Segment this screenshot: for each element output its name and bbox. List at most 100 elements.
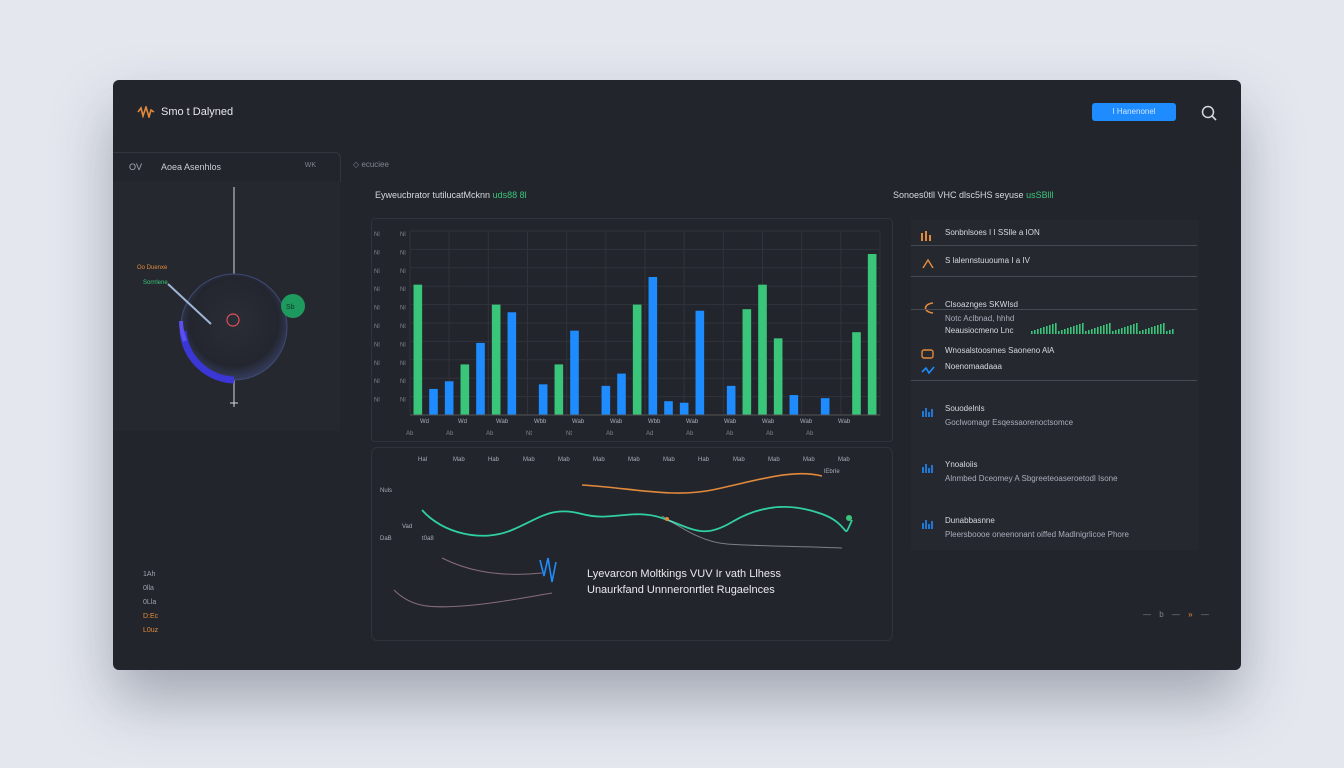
primary-action-button[interactable]: I Hanenonel — [1092, 103, 1176, 121]
y-tick-label: Nl — [400, 379, 406, 385]
chart-icon — [921, 231, 931, 241]
side-list-item[interactable]: 0lla — [143, 585, 154, 592]
line-x-label: Mab — [453, 457, 465, 463]
side-list-item[interactable]: L0uz — [143, 627, 159, 634]
spark-bar — [1043, 327, 1045, 334]
bar — [554, 364, 564, 415]
spark-bar — [1094, 328, 1096, 334]
search-icon[interactable] — [1200, 104, 1218, 122]
arrow-icon — [922, 258, 934, 269]
right-panel-title: Sonoes0tll VHC dlsc5HS seyuse usSBlll — [893, 190, 1054, 200]
caption-line-1: Lyevarcon Moltkings VUV Ir vath Llhess — [587, 568, 782, 580]
spark-bar — [1082, 323, 1084, 334]
x-tick-label: Wbb — [648, 419, 661, 425]
spark-bar — [1037, 329, 1039, 334]
svg-text:Sb: Sb — [286, 304, 295, 311]
spark-bar — [1154, 326, 1156, 334]
x-tick-label: Wab — [762, 419, 775, 425]
bar — [444, 381, 454, 415]
spark-bar — [1118, 329, 1120, 334]
dial-label-2: Sorrrlene — [143, 280, 168, 286]
x-tick-label-secondary: Ab — [726, 431, 734, 437]
right-title-text: Sonoes0tll VHC dlsc5HS seyuse — [893, 190, 1024, 200]
x-tick-label-secondary: Nt — [526, 431, 532, 437]
divider — [911, 245, 1197, 246]
line-chart: Hal Mab Hab Mab Mab Mab Mab Mab Hab Mab Mab Mab Mab N… — [371, 447, 893, 641]
main-header[interactable]: ◇ ecuciee — [353, 160, 389, 169]
pager-item[interactable]: — — [1200, 610, 1212, 619]
dial-graphic[interactable]: Sb Oo Duenxe Sorrrlene — [113, 181, 340, 431]
spark-bar — [1049, 325, 1051, 334]
line-x-label: Hab — [698, 457, 710, 463]
spark-bar — [1040, 328, 1042, 334]
pagination: — b — » — — [1143, 610, 1212, 619]
pager-next[interactable]: » — [1188, 610, 1196, 619]
x-tick-label: Wd — [458, 419, 467, 425]
spark-bar — [1169, 330, 1171, 334]
spark-bar — [1055, 323, 1057, 334]
bar — [789, 395, 799, 415]
list-item-subtitle: Pleersboooe oneenonant oiffed Madlnigrli… — [945, 530, 1129, 539]
bar — [429, 388, 438, 415]
wave-icon — [921, 366, 935, 375]
x-tick-label-secondary: Ab — [806, 431, 814, 437]
bar — [867, 254, 877, 415]
list-item-title: Wnosalstoosmes Saoneno AlA — [945, 346, 1055, 355]
spark-bar — [1061, 330, 1063, 334]
bar-chart: Nl Nl Nl Nl Nl Nl Nl Nl Nl Nl Nl Nl Nl Nl Nl Nl Nl Nl Nl Nl… — [371, 218, 893, 442]
x-tick-label-secondary: Ab — [766, 431, 774, 437]
y-tick-label: Nl — [400, 287, 406, 293]
side-list-item[interactable]: 0Lla — [143, 599, 157, 606]
y-tick-label: Nl — [374, 269, 380, 275]
spark-bar — [1079, 324, 1081, 334]
panel-header-title: Aoea Asenhlos — [161, 162, 222, 172]
line-x-label: Hal — [418, 457, 427, 463]
panel-header-meta[interactable]: WK — [304, 162, 316, 169]
right-title-accent: usSBlll — [1026, 190, 1054, 200]
signal-icon — [922, 464, 933, 473]
spark-bar — [1046, 326, 1048, 334]
spark-bar — [1034, 330, 1036, 334]
x-tick-label-secondary: Ab — [686, 431, 694, 437]
spark-bar — [1151, 327, 1153, 334]
y-tick-label: Nl — [374, 324, 380, 330]
spark-bar — [1091, 329, 1093, 334]
bar — [460, 364, 470, 415]
x-tick-label-secondary: Ab — [606, 431, 614, 437]
pager-item[interactable]: — — [1143, 610, 1154, 619]
line-x-label: Mab — [523, 457, 535, 463]
line-x-label: Mab — [558, 457, 570, 463]
bar — [726, 385, 736, 415]
side-list-item[interactable]: D:Ec — [143, 613, 159, 620]
bar — [648, 277, 658, 415]
y-tick-label: Nl — [374, 361, 380, 367]
spark-bar — [1070, 327, 1072, 334]
spark-bar — [1148, 328, 1150, 334]
bar — [773, 338, 783, 415]
y-tick-label: Nl — [400, 342, 406, 348]
caption-line-2: Unaurkfand Unnneronrtlet Rugaelnces — [587, 584, 775, 596]
spark-bar — [1100, 326, 1102, 334]
spark-bar — [1052, 324, 1054, 334]
x-tick-label: Wab — [686, 419, 699, 425]
x-tick-label-secondary: Ab — [406, 431, 414, 437]
spark-bar — [1109, 323, 1111, 334]
line-chart-svg: Hal Mab Hab Mab Mab Mab Mab Mab Hab Mab Mab Mab Mab N… — [380, 457, 853, 608]
spark-bar — [1121, 328, 1123, 334]
x-tick-label: Wab — [496, 419, 509, 425]
bar — [413, 284, 423, 415]
pager-item[interactable]: — — [1171, 610, 1183, 619]
spark-bar — [1064, 329, 1066, 334]
side-list-item[interactable]: 1Ah — [143, 571, 156, 578]
spark-bar — [1133, 324, 1135, 334]
bar — [742, 309, 752, 415]
panel-header-icon: OV — [129, 162, 143, 172]
spark-bar — [1130, 325, 1132, 334]
x-tick-label: Wd — [420, 419, 429, 425]
line-x-label: Mab — [803, 457, 815, 463]
x-tick-label-secondary: Ab — [446, 431, 454, 437]
divider — [911, 380, 1197, 381]
pager-item[interactable]: b — [1159, 610, 1167, 619]
doc-icon — [921, 349, 934, 359]
signal-icon — [922, 408, 933, 417]
